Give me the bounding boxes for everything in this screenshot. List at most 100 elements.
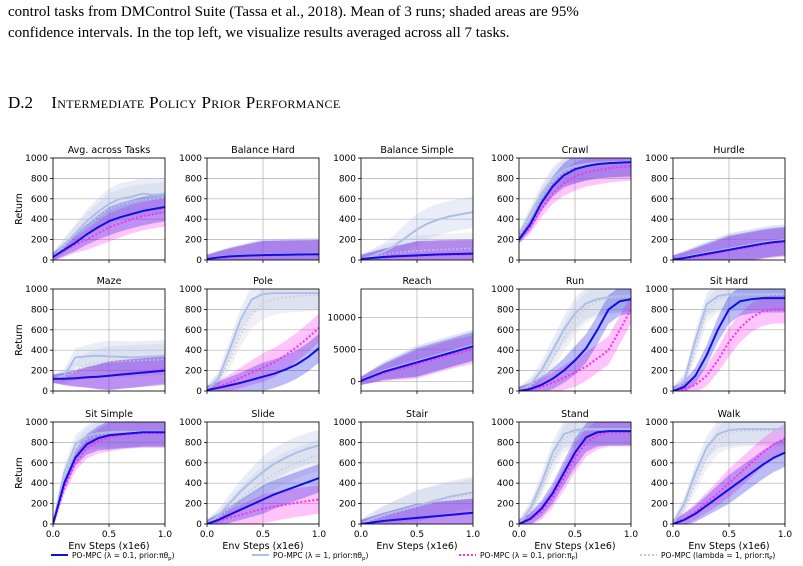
subplot-title: Sit Simple xyxy=(85,409,133,420)
caption-line: control tasks from DMControl Suite (Tass… xyxy=(8,4,579,20)
plot-area xyxy=(519,289,631,391)
x-tick-label: 0.5 xyxy=(568,530,582,540)
series-2-line xyxy=(673,437,785,524)
y-tick-label: 1000 xyxy=(179,418,202,428)
y-tick-label: 1000 xyxy=(491,285,514,295)
series-2-line xyxy=(53,211,165,258)
y-tick-label: 600 xyxy=(651,326,668,336)
y-tick-label: 0 xyxy=(508,387,514,397)
plot-area xyxy=(519,158,631,244)
series-1-line xyxy=(519,428,631,524)
y-tick-label: 600 xyxy=(31,195,48,205)
plot-area xyxy=(53,340,165,390)
series-0-ci-band xyxy=(519,289,631,391)
series-2-ci-band xyxy=(673,227,785,260)
y-tick-label: 0 xyxy=(196,256,202,266)
series-2-line xyxy=(673,241,785,260)
x-tick-label: 1.0 xyxy=(466,530,481,540)
caption-line: confidence intervals. In the top left, w… xyxy=(8,25,510,41)
y-tick-label: 0 xyxy=(42,520,48,530)
x-tick-label: 0.0 xyxy=(354,530,369,540)
x-tick-label: 0.5 xyxy=(410,530,424,540)
series-0-ci-band xyxy=(519,422,631,524)
x-tick-label: 0.0 xyxy=(46,530,61,540)
y-tick-label: 5000 xyxy=(333,346,356,356)
section-title: Intermediate Policy Prior Performance xyxy=(51,93,341,112)
section-heading: D.2 Intermediate Policy Prior Performanc… xyxy=(8,93,341,113)
x-tick-label: 1.0 xyxy=(778,530,793,540)
subplot: 0 200 400 600 800 1000 0.0 0.5 1.0 Slide Env Steps… xyxy=(179,409,326,552)
section-number: D.2 xyxy=(8,93,34,112)
series-2-ci-band xyxy=(673,424,785,524)
y-tick-label: 400 xyxy=(651,479,668,489)
y-tick-label: 200 xyxy=(339,500,356,510)
subplot: 0 200 400 600 800 1000 0.0 0.5 1.0 Sit Simple Retu… xyxy=(14,409,172,552)
y-tick-label: 800 xyxy=(31,305,48,315)
y-tick-label: 200 xyxy=(339,236,356,246)
y-tick-label: 600 xyxy=(651,195,668,205)
series-1-ci-band xyxy=(361,476,473,524)
y-tick-label: 400 xyxy=(339,215,356,225)
y-tick-label: 200 xyxy=(497,367,514,377)
y-tick-label: 1000 xyxy=(645,285,668,295)
x-axis-label: Env Steps (x1e6) xyxy=(688,541,769,552)
legend-label-tail: ) xyxy=(366,551,369,560)
series-2-line xyxy=(207,327,319,391)
series-3-line xyxy=(361,493,473,524)
subplot-title: Balance Simple xyxy=(380,145,454,156)
series-3-ci-band xyxy=(207,438,319,524)
plot-area xyxy=(519,422,631,524)
y-tick-label: 800 xyxy=(339,174,356,184)
series-3-line xyxy=(519,295,631,391)
y-tick-label: 400 xyxy=(185,215,202,225)
y-tick-label: 200 xyxy=(651,236,668,246)
legend-label: PO-MPC (λ = 0.1, prior:πθp) xyxy=(72,551,175,562)
series-2-ci-band xyxy=(519,422,631,524)
series-1-line xyxy=(361,211,473,260)
subplot-title: Stand xyxy=(561,409,589,420)
subplot: 0 200 400 600 800 1000 Run xyxy=(491,276,632,397)
y-tick-label: 0 xyxy=(508,520,514,530)
legend-label-tail: ) xyxy=(172,551,175,560)
x-tick-label: 0.0 xyxy=(200,530,215,540)
series-1-line xyxy=(53,354,165,380)
series-2-ci-band xyxy=(53,422,165,524)
legend: PO-MPC (λ = 0.1, prior:πθp) PO-MPC (λ = 1… xyxy=(51,551,775,562)
y-tick-label: 800 xyxy=(497,305,514,315)
series-0-line xyxy=(207,347,319,391)
series-2-line xyxy=(519,431,631,524)
series-0-line xyxy=(53,431,165,524)
y-tick-label: 1000 xyxy=(645,418,668,428)
y-tick-label: 1000 xyxy=(333,154,356,164)
series-3-line xyxy=(53,431,165,524)
x-tick-label: 0.0 xyxy=(512,530,527,540)
y-tick-label: 800 xyxy=(185,305,202,315)
series-0-ci-band xyxy=(519,158,631,244)
series-0-line xyxy=(53,369,165,380)
y-tick-label: 600 xyxy=(339,459,356,469)
y-tick-label: 0 xyxy=(350,256,356,266)
y-tick-label: 0 xyxy=(662,520,668,530)
y-tick-label: 800 xyxy=(31,174,48,184)
subplot: 0 200 400 600 800 1000 0.0 0.5 1.0 Stand Env Steps… xyxy=(491,409,638,552)
series-0-ci-band xyxy=(53,192,165,260)
y-tick-label: 600 xyxy=(339,195,356,205)
subplot-title: Reach xyxy=(402,276,431,287)
legend-label: PO-MPC (lambda = 1, prior:πP) xyxy=(661,551,775,562)
x-tick-label: 1.0 xyxy=(312,530,327,540)
subplot-title: Run xyxy=(566,276,584,287)
series-0-line xyxy=(207,477,319,524)
legend-label: PO-MPC (λ = 0.1, prior:πP) xyxy=(480,551,578,562)
y-tick-label: 1000 xyxy=(333,418,356,428)
series-3-line xyxy=(361,247,473,260)
plot-area xyxy=(207,429,319,524)
y-tick-label: 600 xyxy=(497,326,514,336)
series-2-ci-band xyxy=(361,498,473,524)
y-tick-label: 400 xyxy=(31,479,48,489)
subplot: 0 200 400 600 800 1000 Balance Simple xyxy=(333,145,474,266)
series-0-line xyxy=(53,205,165,258)
series-0-line xyxy=(361,511,473,524)
y-tick-label: 1000 xyxy=(645,154,668,164)
y-tick-label: 0 xyxy=(42,387,48,397)
x-axis-label: Env Steps (x1e6) xyxy=(222,541,303,552)
